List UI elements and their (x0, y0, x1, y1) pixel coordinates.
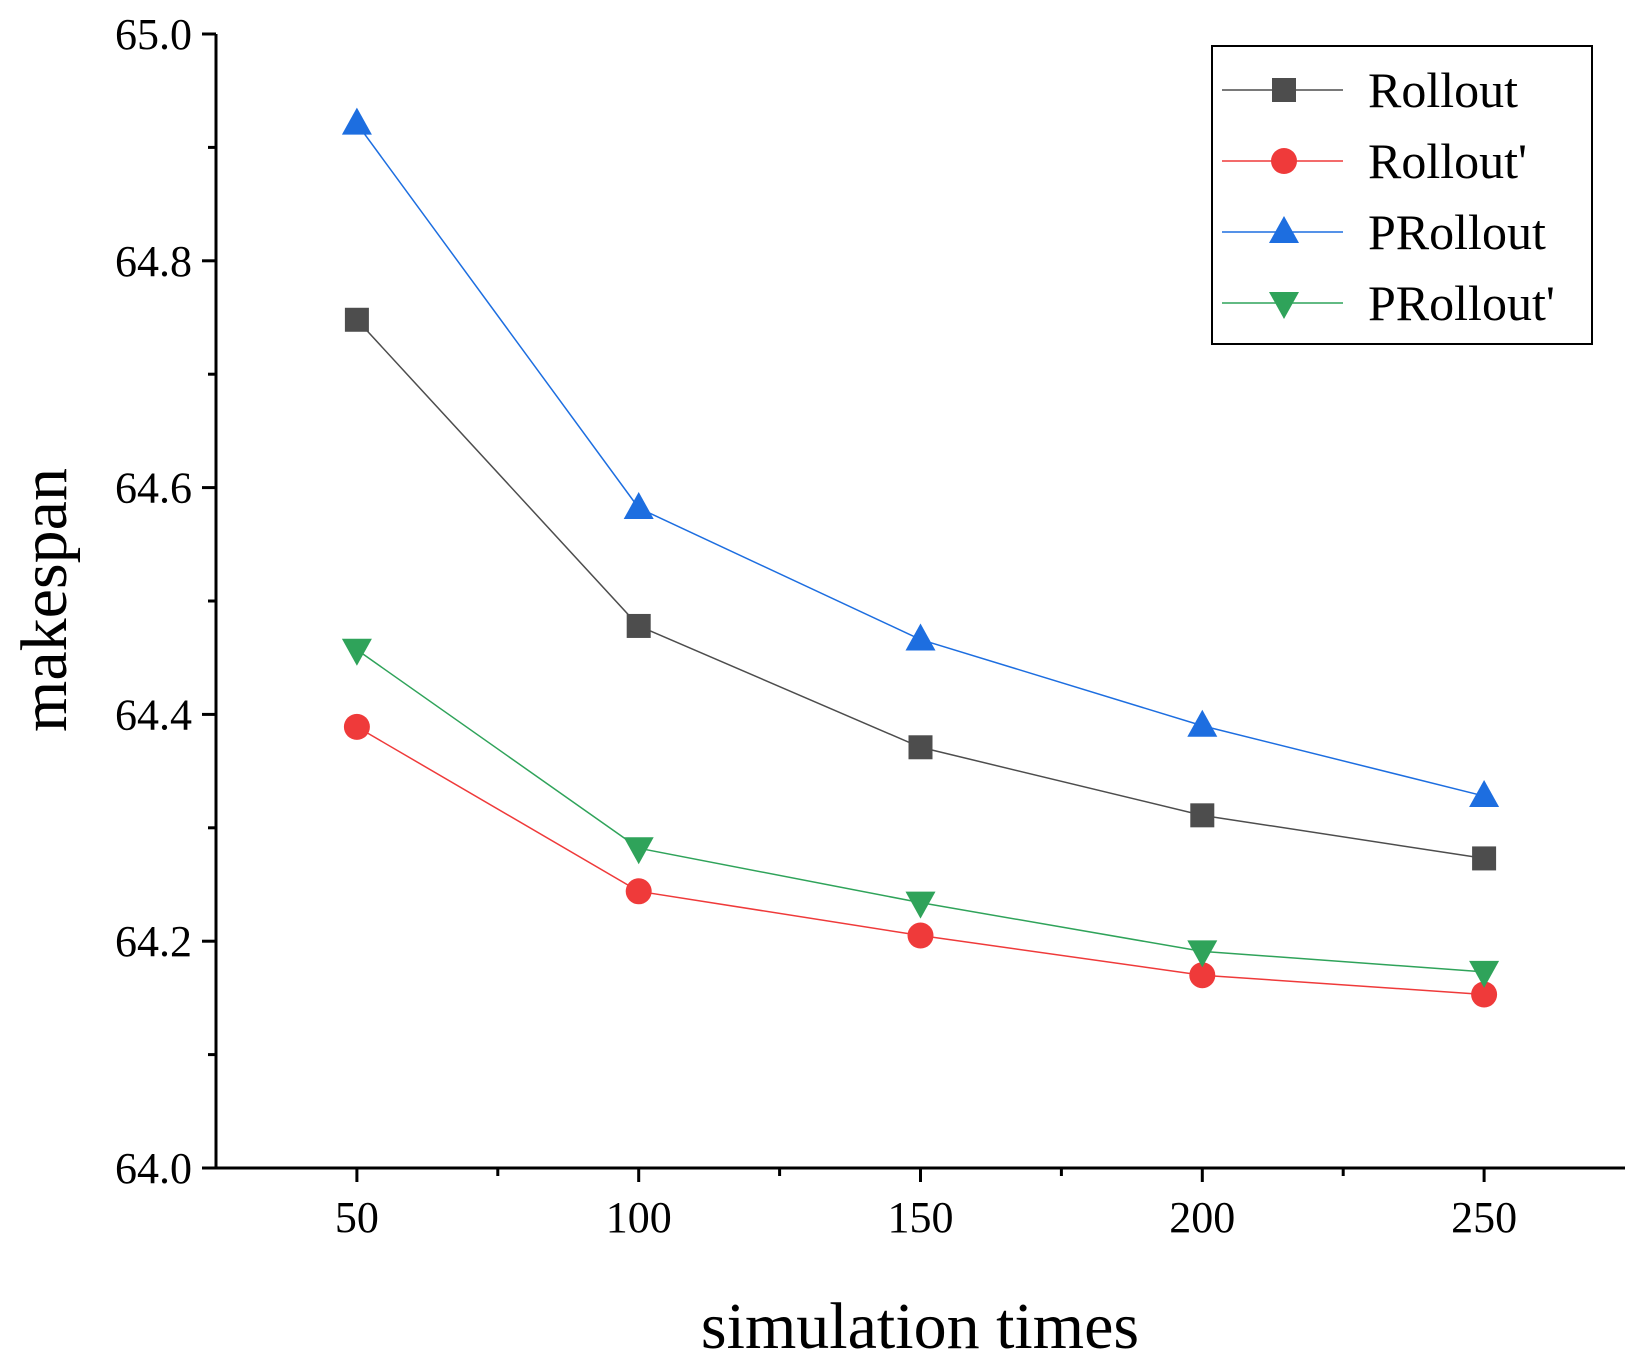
data-point (623, 492, 654, 520)
series-markers (341, 107, 1500, 1008)
series-line (356, 726, 1485, 996)
data-point (343, 713, 370, 740)
legend-marker (1269, 292, 1299, 319)
data-point (908, 735, 933, 760)
data-point (341, 107, 372, 135)
legend-label: Rollout' (1368, 133, 1527, 189)
data-point (1472, 846, 1497, 871)
data-point (1189, 962, 1216, 989)
data-point (344, 307, 369, 332)
x-tick-label: 200 (1169, 1193, 1235, 1242)
legend-marker (1269, 216, 1299, 243)
data-point (907, 922, 934, 949)
data-point (625, 878, 652, 905)
data-point (626, 613, 651, 638)
y-tick-label: 64.8 (115, 237, 192, 286)
x-tick-label: 100 (606, 1193, 672, 1242)
series-line (356, 319, 1485, 860)
x-tick-label: 250 (1451, 1193, 1517, 1242)
x-axis-title: simulation times (701, 1290, 1139, 1360)
legend-marker (1272, 78, 1296, 102)
ticks (202, 32, 1486, 1182)
data-point (623, 837, 654, 865)
data-point (1190, 803, 1215, 828)
y-tick-label: 64.2 (115, 917, 192, 966)
data-point (1469, 960, 1500, 988)
data-point (1471, 981, 1498, 1008)
data-point (1187, 940, 1218, 968)
data-point (905, 623, 936, 651)
legend: Rollout Rollout' PRollout PRollout' (1211, 45, 1593, 345)
data-point (905, 891, 936, 919)
y-tick-label: 64.4 (115, 690, 192, 739)
legend-marker (1271, 148, 1297, 174)
legend-label: Rollout (1368, 62, 1518, 118)
x-tick-label: 50 (335, 1193, 379, 1242)
legend-label: PRollout' (1368, 275, 1555, 331)
tick-labels: 50 100 150 200 250 64.0 64.2 64.4 64.6 64.8 65.0 (115, 10, 1517, 1242)
data-point (1469, 780, 1500, 808)
data-point (1187, 709, 1218, 737)
y-tick-label: 64.6 (115, 464, 192, 513)
data-point (341, 638, 372, 666)
legend-label: PRollout (1368, 204, 1546, 260)
y-axis-title: makespan (8, 468, 81, 732)
y-tick-label: 64.0 (115, 1144, 192, 1193)
x-tick-label: 150 (888, 1193, 954, 1242)
y-tick-label: 65.0 (115, 10, 192, 59)
